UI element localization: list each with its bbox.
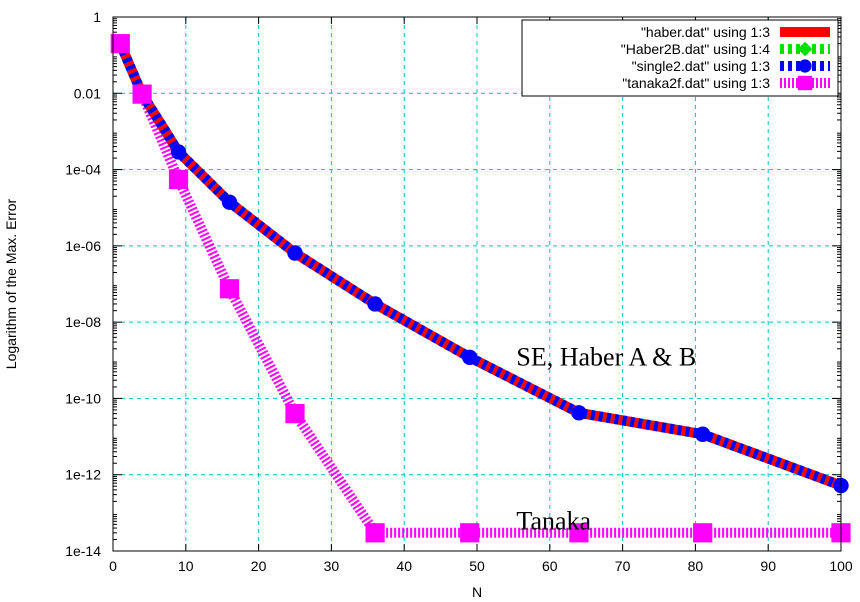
series-marker-3: [110, 34, 130, 54]
x-axis-title: N: [472, 584, 482, 600]
y-tick-label: 0.01: [74, 85, 101, 101]
series-lines: [115, 41, 843, 538]
annotation-label: SE, Haber A & B: [516, 343, 696, 372]
tick-labels: 0 10 20 30 40 50 60 70 80 90 100 1 0.01 1e-04 1e-06 1e-…: [65, 9, 853, 574]
series-marker-2: [462, 349, 478, 365]
legend-label: "Haber2B.dat" using 1:4: [621, 41, 770, 57]
series-line-3: [115, 41, 841, 538]
series-marker-2: [367, 296, 383, 312]
x-tick-label: 80: [688, 558, 704, 574]
series-marker-3: [693, 523, 713, 543]
plot-frame: [112, 16, 842, 552]
x-tick-label: 0: [109, 558, 117, 574]
x-tick-label: 30: [324, 558, 340, 574]
x-tick-label: 20: [251, 558, 267, 574]
x-tick-label: 50: [469, 558, 485, 574]
x-tick-label: 40: [396, 558, 412, 574]
y-tick-label: 1e-06: [65, 238, 101, 254]
series-marker-3: [132, 84, 152, 104]
series-marker-2: [287, 245, 303, 261]
legend-marker: [798, 59, 812, 73]
series-marker-2: [694, 426, 711, 442]
x-tick-label: 60: [542, 558, 558, 574]
grid: [113, 17, 841, 551]
y-tick-label: 1: [93, 9, 101, 25]
series-marker-3: [219, 279, 240, 299]
legend-label: "tanaka2f.dat" using 1:3: [622, 75, 770, 91]
annotation-label: Tanaka: [516, 506, 591, 535]
x-tick-label: 100: [829, 558, 853, 574]
annotations: SE, Haber A & B Tanaka: [516, 343, 696, 536]
y-tick-label: 1e-04: [65, 162, 101, 178]
y-tick-label: 1e-14: [65, 543, 101, 559]
y-tick-label: 1e-12: [65, 467, 101, 483]
series-marker-2: [221, 194, 238, 210]
legend: "haber.dat" using 1:3"Haber2B.dat" using…: [521, 19, 839, 97]
series-line-1: [115, 41, 843, 491]
series-markers: [110, 34, 851, 543]
legend-label: "single2.dat" using 1:3: [632, 58, 771, 74]
series-marker-2: [170, 144, 187, 160]
y-axis-title: Logarithm of the Max. Error: [3, 198, 19, 369]
series-marker-3: [168, 169, 189, 190]
x-tick-label: 70: [615, 558, 631, 574]
legend-marker: [797, 75, 813, 91]
legend-label: "haber.dat" using 1:3: [641, 24, 770, 40]
series-marker-3: [460, 523, 480, 543]
series-marker-3: [285, 404, 305, 424]
axis-ticks: [112, 16, 842, 552]
series-line-0: [115, 41, 843, 491]
legend-marker: [797, 41, 813, 57]
series-marker-2: [571, 405, 587, 421]
series-line-2: [115, 41, 843, 491]
y-tick-label: 1e-08: [65, 314, 101, 330]
x-tick-label: 10: [178, 558, 194, 574]
series-marker-3: [569, 523, 589, 543]
y-tick-label: 1e-10: [65, 390, 101, 406]
x-tick-label: 90: [760, 558, 776, 574]
series-marker-3: [365, 523, 385, 543]
